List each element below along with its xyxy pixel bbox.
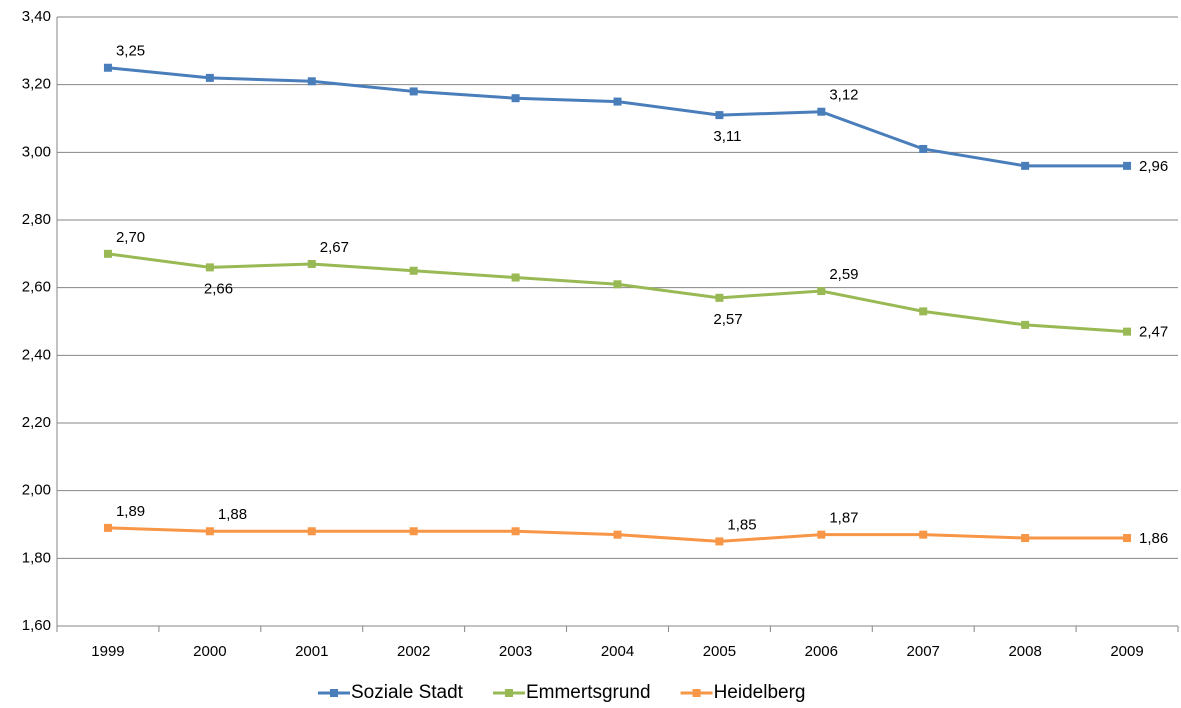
marker [613, 97, 622, 106]
x-tick-label: 2004 [601, 643, 634, 660]
marker [409, 527, 418, 536]
x-tick-label: 2009 [1110, 643, 1143, 660]
marker [307, 259, 316, 268]
legend-marker [692, 689, 701, 697]
value-label: 1,88 [218, 506, 247, 523]
marker [1021, 161, 1030, 170]
x-tick-label: 2005 [703, 643, 736, 660]
marker [715, 293, 724, 302]
legend-text: Heidelberg [714, 682, 806, 703]
x-tick-label: 1999 [91, 643, 124, 660]
marker [103, 523, 112, 532]
legend-marker [504, 689, 513, 697]
marker [205, 263, 214, 272]
y-tick-label: 2,40 [22, 346, 51, 363]
marker [817, 107, 826, 116]
y-tick-label: 3,20 [22, 76, 51, 93]
marker [613, 530, 622, 539]
legend-text: Emmertsgrund [526, 682, 651, 703]
marker [409, 87, 418, 96]
x-tick-label: 2003 [499, 643, 532, 660]
value-label: 3,12 [829, 87, 858, 104]
marker [511, 94, 520, 103]
marker [919, 307, 928, 316]
y-tick-label: 1,80 [22, 549, 51, 566]
series-line [107, 252, 1128, 334]
marker [817, 287, 826, 296]
marker [919, 530, 928, 539]
series-line [107, 66, 1128, 168]
value-label: 2,66 [204, 280, 233, 297]
x-tick-label: 2002 [397, 643, 430, 660]
marker [307, 77, 316, 86]
value-label: 2,57 [713, 311, 742, 328]
marker [919, 144, 928, 153]
marker [715, 537, 724, 546]
marker [511, 527, 520, 536]
marker [103, 63, 112, 72]
legend-marker [330, 689, 338, 697]
marker [103, 249, 112, 258]
value-label: 2,47 [1139, 324, 1168, 341]
y-tick-label: 1,60 [22, 617, 51, 634]
y-tick-label: 2,00 [22, 482, 51, 499]
marker [1123, 534, 1132, 543]
x-tick-label: 2001 [295, 643, 328, 660]
value-label: 2,70 [116, 229, 145, 246]
value-label: 3,11 [713, 128, 741, 145]
marker [205, 527, 214, 536]
y-tick-label: 2,20 [22, 414, 51, 431]
marker [307, 527, 316, 536]
value-label: 3,25 [116, 43, 145, 60]
legend-text: Soziale Stadt [351, 682, 464, 703]
y-tick-label: 3,00 [22, 143, 51, 160]
marker [817, 530, 826, 539]
marker [205, 73, 214, 82]
value-label: 1,87 [829, 510, 858, 527]
marker [409, 266, 418, 275]
value-label: 1,89 [116, 503, 145, 520]
x-tick-label: 2007 [907, 643, 940, 660]
y-tick-label: 3,40 [22, 8, 51, 25]
y-tick-label: 2,80 [22, 211, 51, 228]
marker [511, 273, 520, 282]
value-label: 1,85 [727, 516, 756, 533]
x-tick-label: 2006 [805, 643, 838, 660]
marker [715, 111, 724, 120]
marker [613, 280, 622, 289]
y-tick-label: 2,60 [22, 279, 51, 296]
value-label: 1,86 [1139, 530, 1168, 547]
value-label: 2,67 [320, 239, 349, 256]
x-tick-label: 2008 [1008, 643, 1041, 660]
value-label: 2,96 [1139, 158, 1168, 175]
x-tick-label: 2000 [193, 643, 226, 660]
marker [1123, 161, 1132, 170]
marker [1021, 320, 1030, 329]
marker [1021, 534, 1030, 543]
value-label: 2,59 [829, 266, 858, 283]
marker [1123, 327, 1132, 336]
